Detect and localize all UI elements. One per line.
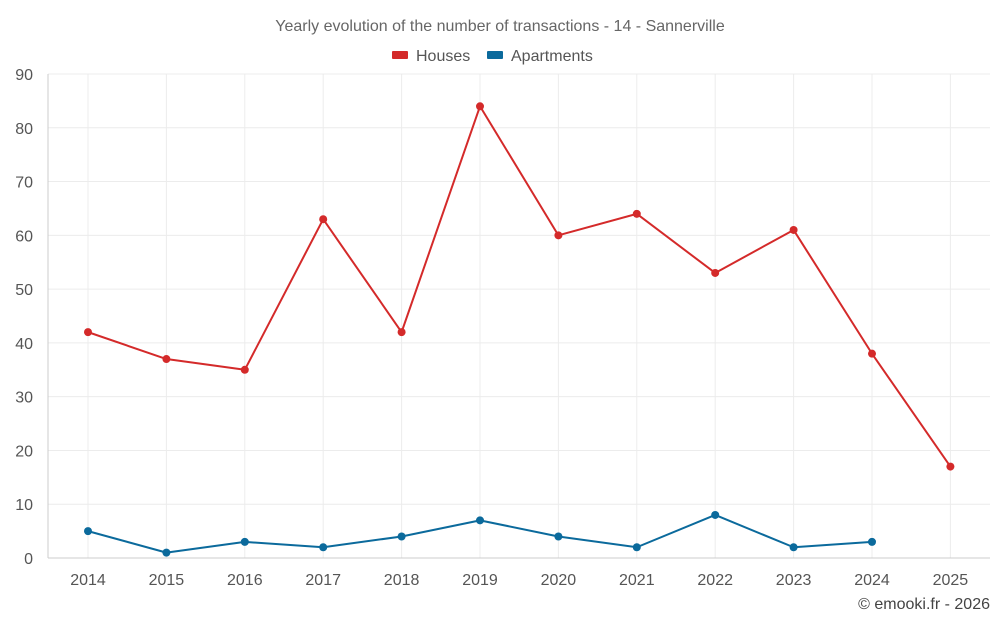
data-point-houses-2024 xyxy=(868,349,876,358)
data-point-houses-2017 xyxy=(319,215,328,224)
data-point-houses-2019 xyxy=(476,102,484,111)
data-point-apartments-2019 xyxy=(476,516,484,525)
data-point-apartments-2016 xyxy=(240,537,249,546)
y-tick-label: 60 xyxy=(15,228,33,245)
x-tick-label: 2024 xyxy=(854,572,890,589)
series-line-houses xyxy=(87,105,952,468)
chart-title: Yearly evolution of the number of transa… xyxy=(275,18,725,35)
x-tick-label: 2014 xyxy=(70,572,106,589)
legend-swatch-houses xyxy=(392,51,408,59)
data-point-houses-2022 xyxy=(711,268,720,277)
y-tick-label: 80 xyxy=(15,121,33,138)
data-point-houses-2014 xyxy=(84,328,92,337)
data-point-apartments-2023 xyxy=(789,543,798,552)
grid xyxy=(48,73,990,558)
x-tick-label: 2019 xyxy=(462,572,498,589)
legend: Houses Apartments xyxy=(392,48,593,65)
data-point-apartments-2021 xyxy=(632,543,641,552)
data-point-apartments-2022 xyxy=(711,510,720,519)
data-point-houses-2021 xyxy=(632,209,641,218)
data-point-houses-2023 xyxy=(789,225,798,234)
x-tick-label: 2021 xyxy=(619,572,655,589)
data-point-houses-2025 xyxy=(946,462,955,471)
y-tick-label: 90 xyxy=(15,67,33,84)
data-point-houses-2016 xyxy=(240,365,249,374)
x-tick-label: 2022 xyxy=(697,572,733,589)
y-tick-label: 70 xyxy=(15,175,33,192)
y-tick-label: 50 xyxy=(15,282,33,299)
legend-label-houses[interactable]: Houses xyxy=(416,48,470,65)
data-point-houses-2020 xyxy=(554,231,563,240)
credit-text: © emooki.fr - 2026 xyxy=(858,596,990,613)
series xyxy=(84,102,955,557)
y-tick-label: 0 xyxy=(24,551,33,568)
y-tick-label: 10 xyxy=(15,497,33,514)
x-tick-label: 2023 xyxy=(776,572,812,589)
axes: 0 10 20 30 40 50 60 70 80 90 2014 2015 2016 2017 2018 2… xyxy=(15,67,990,589)
y-tick-label: 20 xyxy=(15,443,33,460)
legend-swatch-apartments xyxy=(487,51,503,59)
data-point-apartments-2018 xyxy=(397,532,406,541)
legend-label-apartments[interactable]: Apartments xyxy=(511,48,593,65)
x-tick-label: 2020 xyxy=(541,572,577,589)
y-tick-label: 40 xyxy=(15,336,33,353)
data-point-houses-2015 xyxy=(162,355,171,364)
data-point-apartments-2017 xyxy=(319,543,328,552)
x-tick-label: 2016 xyxy=(227,572,263,589)
y-tick-label: 30 xyxy=(15,390,33,407)
data-point-apartments-2015 xyxy=(162,548,171,557)
data-point-apartments-2014 xyxy=(84,527,92,536)
x-tick-label: 2015 xyxy=(149,572,185,589)
x-tick-label: 2025 xyxy=(933,572,969,589)
data-point-apartments-2024 xyxy=(868,537,876,546)
data-point-houses-2018 xyxy=(397,328,406,337)
x-tick-label: 2018 xyxy=(384,572,420,589)
x-tick-label: 2017 xyxy=(305,572,341,589)
data-point-apartments-2020 xyxy=(554,532,563,541)
